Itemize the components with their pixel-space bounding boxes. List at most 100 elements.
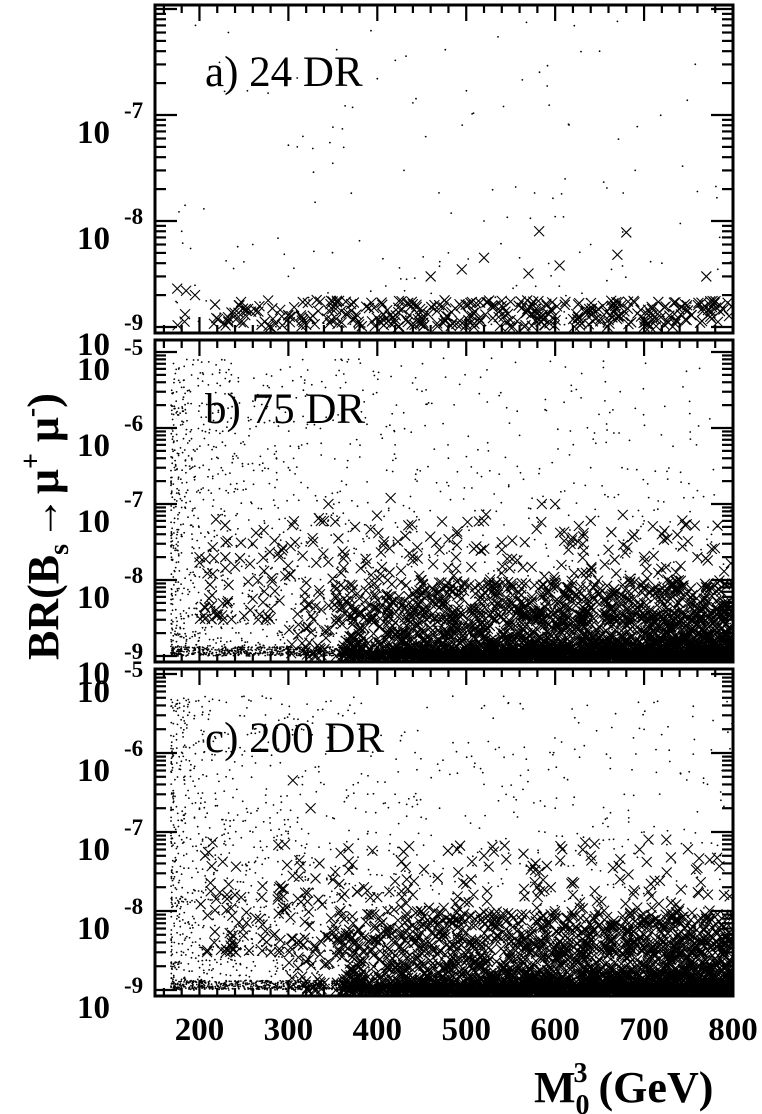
data-point [565, 317, 568, 320]
data-point [605, 441, 608, 444]
data-point [343, 634, 346, 637]
data-point [284, 517, 286, 520]
data-point [295, 654, 298, 657]
data-point [444, 48, 447, 51]
data-point [276, 573, 279, 575]
data-point-cross [583, 595, 595, 607]
data-point [296, 636, 299, 639]
data-point-cross [351, 309, 362, 320]
data-point [197, 517, 200, 520]
data-point [247, 519, 250, 521]
data-point-cross [179, 308, 191, 320]
data-point [308, 565, 310, 568]
data-point [467, 435, 470, 438]
data-point [292, 494, 295, 496]
data-point [464, 373, 466, 376]
data-point [266, 623, 269, 626]
data-point-cross [303, 621, 314, 633]
data-point [173, 517, 176, 520]
data-point [229, 483, 232, 486]
data-point [170, 469, 172, 472]
data-point [409, 531, 412, 534]
data-point [280, 589, 283, 592]
data-point [688, 400, 691, 403]
data-point [329, 652, 332, 655]
data-point [175, 368, 178, 371]
data-point [184, 507, 187, 509]
y-tick-exponent: -9 [124, 310, 143, 335]
data-point [515, 284, 518, 287]
data-point [416, 480, 418, 482]
data-point [375, 391, 378, 394]
data-point [696, 554, 699, 556]
data-point [295, 396, 298, 399]
data-point [170, 573, 173, 576]
panel-2: 10-910-810-710-610-5b) 75 DR [77, 335, 735, 692]
data-point [182, 398, 184, 401]
data-point [266, 448, 269, 450]
data-point-cross [431, 317, 443, 329]
data-point [183, 622, 186, 625]
data-point [518, 555, 521, 557]
data-point [220, 466, 223, 469]
data-point-cross [336, 317, 348, 328]
data-point [332, 649, 334, 652]
data-point [333, 458, 336, 460]
data-point [193, 646, 196, 649]
data-point [178, 489, 180, 492]
data-point [269, 651, 271, 653]
data-point [245, 488, 247, 491]
panel-2-marks [170, 357, 733, 662]
data-point-cross [282, 309, 294, 321]
data-point-cross [612, 249, 623, 261]
data-point [235, 514, 237, 517]
data-point [201, 653, 203, 656]
data-point [210, 648, 213, 651]
data-point [194, 651, 197, 654]
data-point [170, 613, 173, 615]
data-point [171, 430, 174, 432]
data-point [170, 409, 173, 412]
data-point [226, 421, 229, 423]
data-point [383, 515, 385, 518]
data-point [264, 650, 266, 653]
data-point [335, 48, 338, 51]
data-point [563, 311, 566, 313]
data-point [235, 632, 237, 634]
data-point-cross [283, 624, 295, 636]
data-point [656, 508, 659, 511]
data-point [252, 400, 254, 403]
data-point [259, 650, 261, 653]
data-point [483, 220, 485, 222]
data-point [269, 648, 271, 651]
data-point [181, 451, 184, 454]
data-point [268, 482, 271, 485]
data-point [556, 507, 559, 510]
data-point [189, 571, 192, 574]
data-point [644, 362, 647, 365]
data-point [265, 407, 268, 410]
data-point [201, 380, 204, 382]
data-point [666, 470, 668, 473]
data-point [175, 624, 178, 627]
data-point [283, 648, 286, 651]
data-point [479, 376, 482, 379]
data-point [240, 646, 243, 649]
data-point [250, 648, 252, 651]
data-point-cross [478, 630, 490, 642]
data-point [636, 125, 639, 128]
data-point-cross [431, 305, 443, 317]
data-point [202, 650, 204, 652]
data-point [241, 462, 244, 465]
data-point [607, 540, 609, 542]
data-point [718, 236, 721, 239]
data-point [240, 637, 243, 640]
data-point [200, 361, 203, 363]
data-point [186, 648, 189, 651]
data-point [185, 635, 188, 637]
data-point [347, 358, 350, 361]
data-point [185, 612, 188, 614]
data-point [180, 646, 183, 648]
data-point [448, 550, 451, 553]
data-point-cross [622, 303, 634, 315]
